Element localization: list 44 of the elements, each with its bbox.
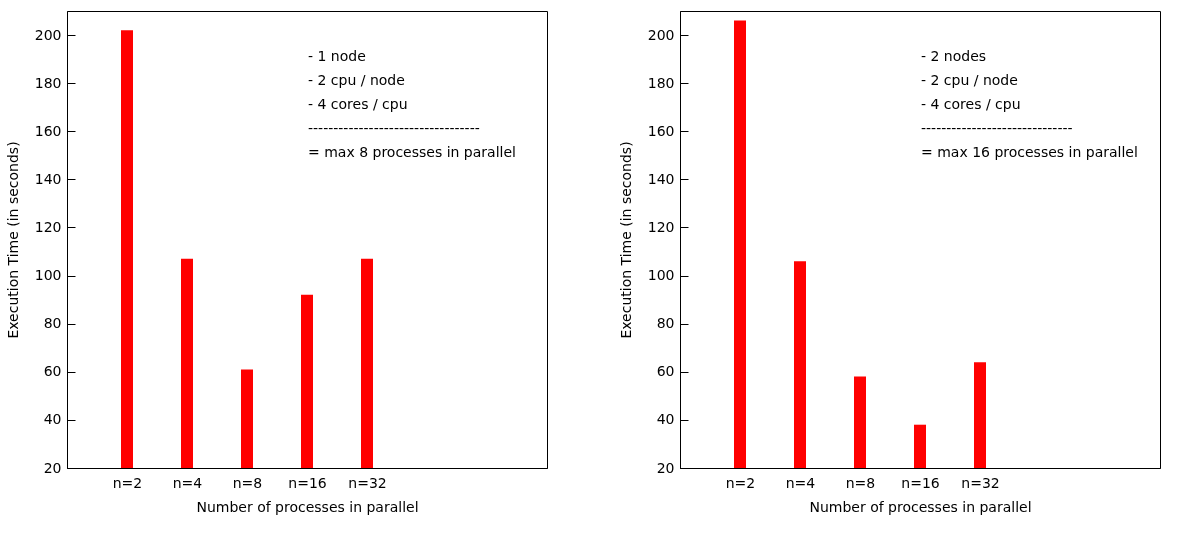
x-tick-label: n=16 [901,474,940,491]
y-tick-label: 200 [647,26,675,43]
annotation: ---------------------------------- [308,120,480,136]
y-tick-label: 80 [43,315,62,332]
annotation: - 2 cpu / node [308,72,405,88]
x-tick-label: n=4 [172,474,203,491]
y-tick-label: 100 [34,267,62,284]
annotation: - 4 cores / cpu [921,96,1021,112]
y-tick-label: 160 [647,122,675,139]
x-tick-label: n=2 [725,474,756,491]
y-tick-label: 180 [34,74,62,91]
y-tick-label: 120 [34,218,62,235]
x-axis-title: Number of processes in parallel [809,498,1032,515]
y-tick-label: 60 [43,363,62,380]
x-tick-label: n=8 [232,474,263,491]
y-axis-title: Execution Time (in seconds) [4,141,21,339]
y-tick-label: 20 [656,459,675,476]
x-tick-label: n=8 [845,474,876,491]
y-tick-label: 180 [647,74,675,91]
annotation: - 4 cores / cpu [308,96,408,112]
annotation: - 2 nodes [921,48,987,64]
y-tick-label: 20 [43,459,62,476]
annotation: - 2 cpu / node [921,72,1018,88]
y-tick-label: 100 [647,267,675,284]
annotation: - 1 node [308,48,366,64]
y-tick-label: 200 [34,26,62,43]
annotation: ------------------------------ [921,120,1073,136]
x-tick-label: n=32 [348,474,387,491]
y-tick-label: 40 [656,411,675,428]
y-tick-label: 160 [34,122,62,139]
annotation: = max 8 processes in parallel [308,144,516,160]
x-tick-label: n=16 [288,474,327,491]
annotation: = max 16 processes in parallel [921,144,1138,160]
y-tick-label: 140 [647,170,675,187]
y-tick-label: 80 [656,315,675,332]
y-axis-title: Execution Time (in seconds) [617,141,634,339]
y-tick-label: 140 [34,170,62,187]
y-tick-label: 120 [647,218,675,235]
y-tick-label: 40 [43,411,62,428]
x-tick-label: n=4 [785,474,816,491]
x-tick-label: n=2 [112,474,143,491]
y-tick-label: 60 [656,363,675,380]
x-tick-label: n=32 [961,474,1000,491]
x-axis-title: Number of processes in parallel [196,498,419,515]
